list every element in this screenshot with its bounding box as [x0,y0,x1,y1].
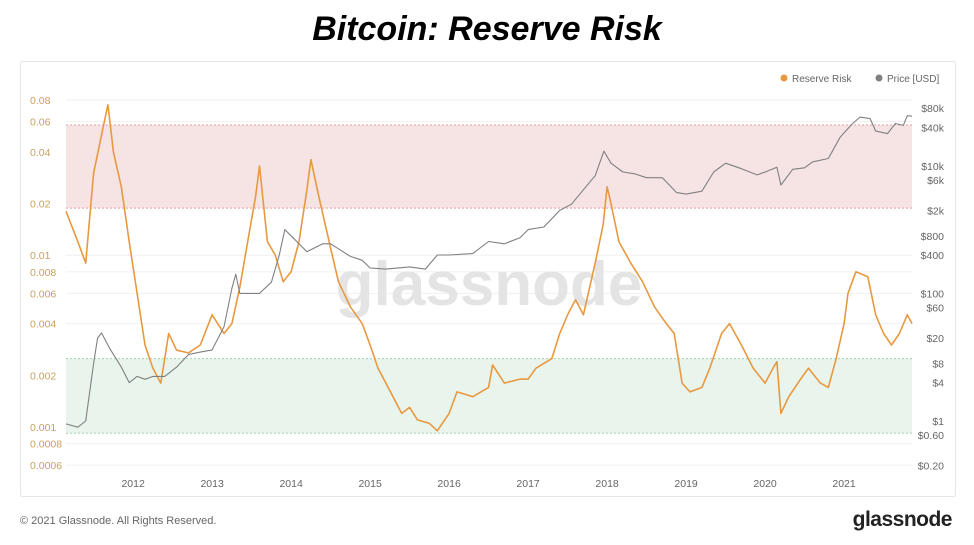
right-tick-label: $2k [927,205,945,217]
left-tick-label: 0.002 [30,370,56,382]
left-tick-label: 0.008 [30,267,56,279]
x-tick-label: 2012 [121,478,145,490]
left-tick-label: 0.02 [30,198,51,210]
right-tick-label: $60 [926,303,944,315]
right-tick-label: $0.20 [918,461,944,473]
left-tick-label: 0.06 [30,117,51,129]
left-tick-label: 0.08 [30,95,51,107]
right-tick-label: $400 [921,250,945,262]
x-tick-label: 2020 [753,478,777,490]
left-tick-label: 0.006 [30,288,56,300]
chart-frame [20,61,956,497]
page-title: Bitcoin: Reserve Risk [312,10,662,48]
x-tick-label: 2021 [832,478,856,490]
right-tick-label: $800 [921,231,945,243]
band-low-risk [66,358,912,434]
band-high-risk [66,124,912,209]
right-tick-label: $20 [926,333,944,345]
x-tick-label: 2015 [358,478,382,490]
brand-logo: glassnode [852,508,953,531]
right-tick-label: $40k [921,122,945,134]
right-tick-label: $80k [921,103,945,115]
right-tick-label: $8 [932,358,944,370]
right-tick-label: $0.60 [918,430,944,442]
x-tick-label: 2019 [674,478,698,490]
left-tick-label: 0.0006 [30,460,62,472]
x-tick-label: 2018 [595,478,619,490]
right-tick-label: $4 [932,378,944,390]
watermark: glassnode [336,250,643,319]
right-tick-label: $6k [927,175,945,187]
x-tick-label: 2016 [437,478,461,490]
right-tick-label: $1 [932,416,944,428]
legend-dot [875,74,883,82]
legend-label: Price [USD] [887,74,939,85]
right-tick-label: $100 [921,288,945,300]
left-tick-label: 0.01 [30,250,51,262]
series-line-price-usd- [65,115,913,428]
left-tick-label: 0.0008 [30,439,62,451]
legend-label: Reserve Risk [792,74,852,85]
copyright: © 2021 Glassnode. All Rights Reserved. [20,515,217,527]
legend-dot [780,74,788,82]
x-tick-label: 2013 [200,478,224,490]
left-tick-label: 0.04 [30,147,51,159]
left-tick-label: 0.001 [30,422,56,434]
x-tick-label: 2017 [516,478,540,490]
series-line-reserve-risk [65,104,913,432]
left-tick-label: 0.004 [30,319,56,331]
x-tick-label: 2014 [279,478,303,490]
right-tick-label: $10k [921,161,945,173]
